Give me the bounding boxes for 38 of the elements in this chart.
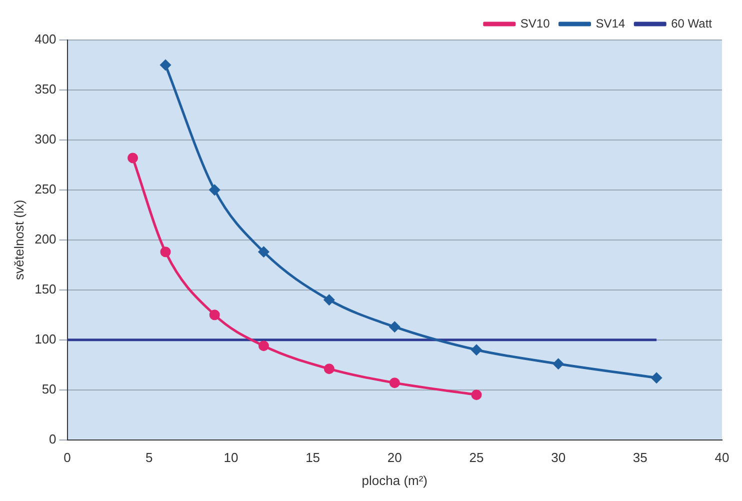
point [258, 246, 269, 258]
legend-label: SV14 [596, 16, 626, 30]
x-tick-label: 30 [551, 450, 566, 466]
point [324, 294, 334, 306]
point [209, 184, 220, 196]
x-tick-label: 10 [224, 450, 238, 466]
point [389, 378, 400, 388]
point [471, 344, 482, 356]
y-tick-label: 50 [42, 381, 56, 396]
x-tick-label: 20 [387, 450, 402, 466]
y-tick-label: 350 [34, 82, 56, 97]
x-tick-label: 35 [632, 450, 648, 466]
point [128, 152, 138, 164]
y-tick-label: 150 [34, 281, 56, 296]
point [160, 246, 171, 258]
legend-label: SV10 [520, 16, 550, 30]
x-axis-title: plocha (m²) [362, 472, 428, 488]
y-tick-label: 400 [34, 32, 56, 47]
y-tick-label: 0 [49, 431, 56, 446]
point [209, 310, 220, 320]
y-tick-label: 100 [34, 331, 56, 346]
x-tick-label: 40 [714, 450, 730, 466]
point [471, 390, 482, 400]
x-tick-label: 5 [146, 450, 153, 466]
legend-label: 60 Watt [671, 16, 713, 30]
x-tick-label: 15 [306, 450, 320, 466]
point [651, 372, 662, 384]
point [389, 322, 400, 332]
point [258, 340, 269, 352]
point [324, 364, 334, 374]
point [553, 358, 564, 370]
y-tick-label: 200 [34, 231, 56, 246]
point [160, 60, 171, 70]
y-tick-label: 300 [34, 132, 56, 147]
x-tick-label: 25 [469, 450, 484, 466]
y-tick-label: 250 [34, 182, 56, 197]
x-tick-label: 0 [64, 450, 71, 466]
y-axis-title: světelnost (lx) [11, 200, 26, 280]
